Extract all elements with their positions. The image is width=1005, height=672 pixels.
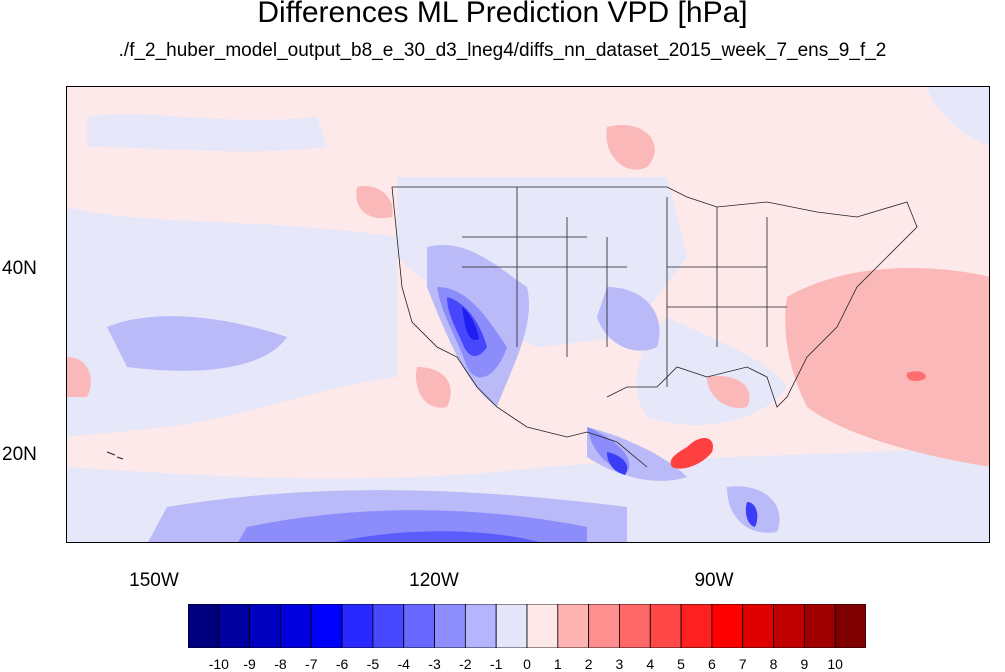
colorbar-swatch: [711, 604, 744, 648]
colorbar-swatch: [742, 604, 774, 648]
colorbar-tick-label: -10: [208, 656, 229, 672]
lon-label-120w: 120W: [409, 570, 459, 591]
colorbar-swatch: [188, 604, 220, 648]
colorbar-swatch: [803, 604, 836, 648]
colorbar-swatch: [557, 604, 590, 648]
colorbar-swatch: [526, 604, 559, 648]
colorbar-tick-label: 10: [827, 656, 843, 672]
colorbar-tick-label: 7: [738, 656, 747, 672]
vpd-difference-map: [67, 87, 989, 542]
colorbar-swatch: [341, 604, 374, 648]
colorbar-tick-label: 1: [553, 656, 562, 672]
colorbar-swatch: [434, 604, 466, 648]
colorbar-tick-label: -1: [489, 656, 503, 672]
colorbar-swatch: [403, 604, 435, 648]
colorbar-tick-label: -2: [459, 656, 472, 672]
colorbar-swatch: [310, 604, 343, 648]
colorbar-tick-label: 9: [800, 656, 809, 672]
colorbar-swatch: [249, 604, 281, 648]
colorbar-tick-label: -3: [428, 656, 441, 672]
colorbar-swatch: [619, 604, 651, 648]
colorbar-tick-label: -4: [397, 656, 410, 672]
colorbar-tick-label: 8: [769, 656, 778, 672]
colorbar-swatch: [773, 604, 805, 648]
colorbar-tick-label: -5: [366, 656, 380, 672]
colorbar-tick-label: 4: [646, 656, 655, 672]
colorbar-tick-label: 3: [615, 656, 624, 672]
colorbar-swatch: [464, 604, 497, 648]
plot-title: Differences ML Prediction VPD [hPa]: [257, 0, 748, 29]
colorbar-swatch: [834, 604, 866, 648]
lon-label-150w: 150W: [129, 570, 179, 591]
colorbar-tick-label: 0: [523, 656, 531, 672]
colorbar-tick-label: -6: [335, 656, 349, 672]
colorbar-tick-label: -7: [305, 656, 318, 672]
colorbar-swatch: [680, 604, 713, 648]
colorbar-swatch: [280, 604, 312, 648]
map-panel: [66, 86, 990, 543]
lat-label-20n: 20N: [2, 444, 37, 465]
colorbar: [188, 604, 866, 648]
plot-subtitle: ./f_2_huber_model_output_b8_e_30_d3_lneg…: [118, 40, 887, 61]
colorbar-swatch: [495, 604, 528, 648]
colorbar-swatch: [649, 604, 682, 648]
colorbar-tick-label: 6: [708, 656, 716, 672]
colorbar-tick-label: 2: [584, 656, 593, 672]
colorbar-swatch: [218, 604, 251, 648]
colorbar-tick-label: -9: [243, 656, 256, 672]
lat-label-40n: 40N: [2, 258, 37, 279]
colorbar-swatch: [588, 604, 620, 648]
colorbar-tick-label: -8: [274, 656, 287, 672]
colorbar-swatch: [372, 604, 405, 648]
colorbar-tick-label: 5: [677, 656, 685, 672]
lon-label-90w: 90W: [694, 570, 734, 591]
